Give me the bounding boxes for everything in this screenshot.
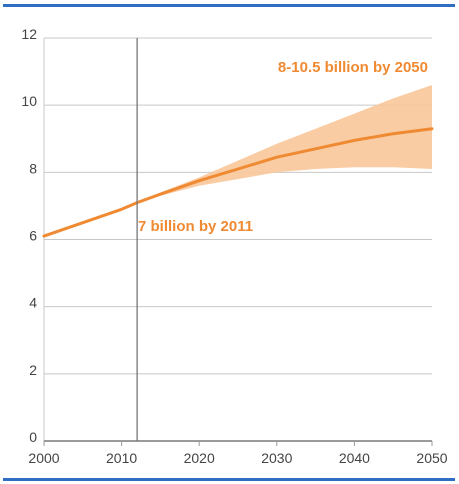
x-tick-label-2030: 2030 (261, 450, 292, 466)
y-tick-label-6: 6 (29, 228, 37, 244)
y-tick-label-0: 0 (29, 429, 37, 445)
y-tick-label-4: 4 (29, 295, 37, 311)
bottom-rule (3, 478, 455, 481)
annotation-2050: 8-10.5 billion by 2050 (278, 59, 428, 76)
uncertainty-band (137, 85, 432, 203)
x-tick-label-2020: 2020 (184, 450, 215, 466)
top-rule (3, 4, 455, 7)
annotation-2011: 7 billion by 2011 (138, 218, 253, 235)
y-tick-label-12: 12 (21, 26, 37, 42)
x-tick-label-2040: 2040 (339, 450, 370, 466)
population-line (42, 127, 434, 238)
x-tick-label-2010: 2010 (106, 450, 137, 466)
x-tick-label-2050: 2050 (416, 450, 447, 466)
y-tick-label-8: 8 (29, 160, 37, 176)
y-tick-label-2: 2 (29, 362, 37, 378)
y-tick-label-10: 10 (21, 93, 37, 109)
x-tick-label-2000: 2000 (28, 450, 59, 466)
